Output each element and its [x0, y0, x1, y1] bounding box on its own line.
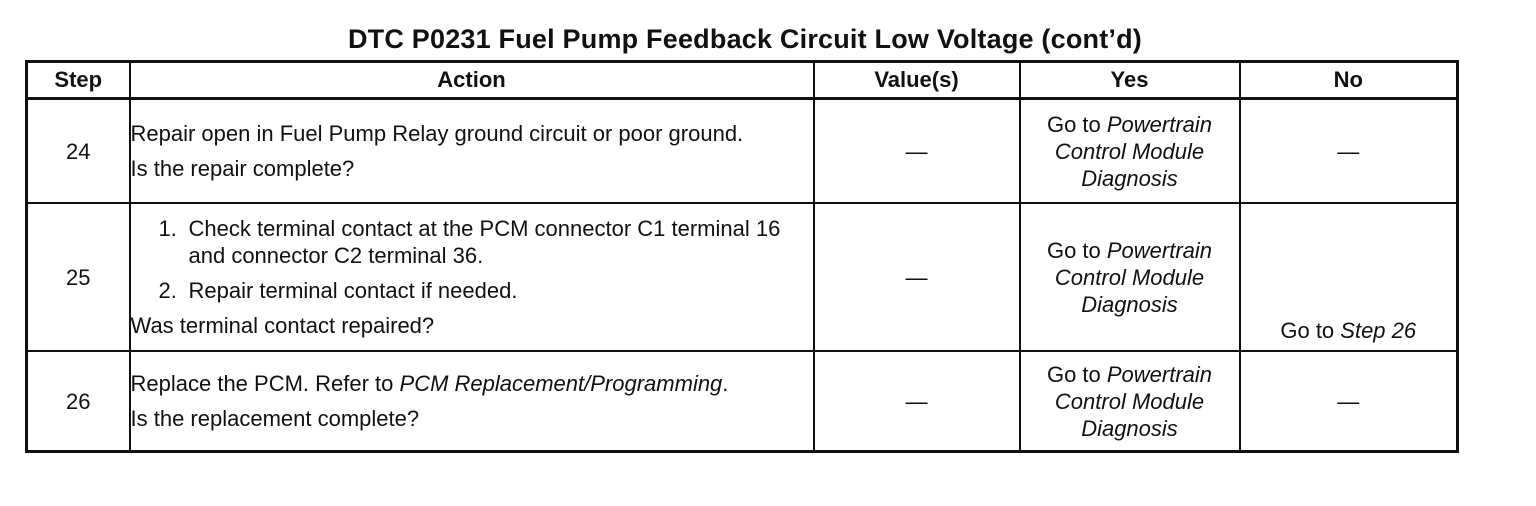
action-suffix: . [722, 371, 729, 396]
table-row: 24 Repair open in Fuel Pump Relay ground… [25, 97, 1459, 204]
column-header-values: Value(s) [812, 60, 1021, 100]
yes-prefix: Go to [1046, 111, 1107, 137]
yes-link-pcm-diagnosis[interactable]: Powertrain Control Module Diagnosis [1054, 361, 1213, 441]
column-header-yes: Yes [1018, 60, 1241, 100]
action-prefix: Replace the PCM. Refer to [130, 371, 400, 396]
yes-prefix: Go to [1046, 237, 1107, 263]
step-number: 25 [25, 202, 131, 352]
substep-text: Check terminal contact at the PCM connec… [188, 216, 781, 268]
substep-number: 2. [158, 278, 177, 303]
table-header-row: Step Action Value(s) Yes No [25, 60, 1459, 100]
action-question: Is the replacement complete? [130, 406, 420, 431]
yes-cell: Go to Powertrain Control Module Diagnosi… [1018, 350, 1241, 453]
yes-prefix: Go to [1046, 361, 1107, 387]
value-cell: — [812, 350, 1021, 453]
yes-link-pcm-diagnosis[interactable]: Powertrain Control Module Diagnosis [1054, 237, 1213, 317]
substep-list: 1. Check terminal contact at the PCM con… [131, 215, 813, 304]
diagnostic-table: Step Action Value(s) Yes No 24 Repair op… [25, 60, 1459, 453]
step-number: 26 [25, 350, 131, 453]
table-row: 26 Replace the PCM. Refer to PCM Replace… [25, 350, 1459, 453]
action-cell: 1. Check terminal contact at the PCM con… [128, 202, 815, 352]
yes-cell: Go to Powertrain Control Module Diagnosi… [1018, 202, 1241, 352]
substep-text: Repair terminal contact if needed. [188, 278, 518, 303]
substep-item: 1. Check terminal contact at the PCM con… [159, 215, 813, 269]
yes-link-pcm-diagnosis[interactable]: Powertrain Control Module Diagnosis [1054, 111, 1213, 191]
page-title: DTC P0231 Fuel Pump Feedback Circuit Low… [347, 24, 1143, 54]
action-cell: Replace the PCM. Refer to PCM Replacemen… [128, 350, 815, 453]
substep-item: 2. Repair terminal contact if needed. [159, 277, 813, 304]
value-cell: — [812, 202, 1021, 352]
action-question: Is the repair complete? [130, 156, 355, 181]
action-text: Repair open in Fuel Pump Relay ground ci… [130, 121, 744, 146]
table-row: 25 1. Check terminal contact at the PCM … [25, 202, 1459, 352]
column-header-action: Action [128, 60, 815, 100]
column-header-no: No [1238, 60, 1459, 100]
action-text: Replace the PCM. Refer to PCM Replacemen… [131, 370, 813, 397]
step-number: 24 [25, 97, 131, 204]
yes-cell: Go to Powertrain Control Module Diagnosi… [1018, 97, 1241, 204]
action-cell: Repair open in Fuel Pump Relay ground ci… [128, 97, 815, 204]
no-cell: — [1238, 350, 1459, 453]
no-prefix: Go to [1280, 318, 1341, 343]
action-link-pcm-replacement[interactable]: PCM Replacement/Programming [399, 371, 723, 396]
action-question: Was terminal contact repaired? [130, 313, 435, 338]
column-header-step: Step [25, 60, 131, 100]
substep-number: 1. [158, 216, 177, 241]
no-link-step-26[interactable]: Step 26 [1340, 318, 1417, 343]
value-cell: — [812, 97, 1021, 204]
no-cell: — [1238, 97, 1459, 204]
no-cell: Go to Step 26 [1238, 202, 1459, 352]
